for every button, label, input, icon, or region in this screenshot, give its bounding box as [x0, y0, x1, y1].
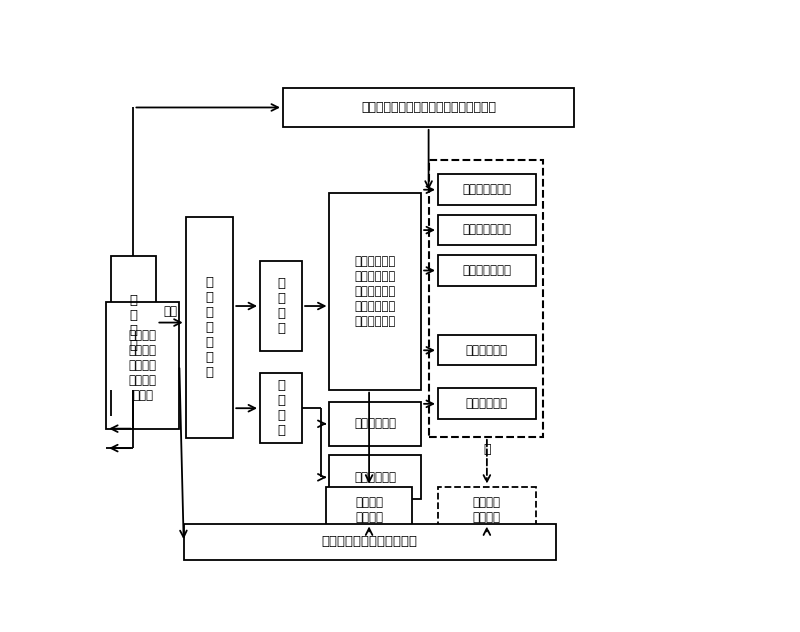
FancyBboxPatch shape: [260, 261, 302, 351]
Text: 纹理特征提取: 纹理特征提取: [354, 471, 396, 484]
Text: 特征层模
式分类器: 特征层模 式分类器: [355, 496, 383, 525]
FancyBboxPatch shape: [438, 255, 536, 286]
FancyBboxPatch shape: [186, 217, 234, 439]
Text: 用于预测茶叶
中茶多酚、咖
啡因和氨基酸
含量的光谱特
征信息的提取: 用于预测茶叶 中茶多酚、咖 啡因和氨基酸 含量的光谱特 征信息的提取: [354, 255, 396, 327]
FancyBboxPatch shape: [438, 335, 536, 365]
Text: 氨基酸含量描述: 氨基酸含量描述: [462, 264, 511, 277]
FancyBboxPatch shape: [438, 174, 536, 205]
FancyBboxPatch shape: [330, 193, 421, 390]
Text: 利用常规
的感官评
判及理化
分析鉴别
的结果: 利用常规 的感官评 判及理化 分析鉴别 的结果: [129, 329, 157, 402]
Text: 或: 或: [483, 444, 490, 456]
Text: 光
谱
信
息: 光 谱 信 息: [277, 277, 285, 335]
Text: 咖啡因含量描述: 咖啡因含量描述: [462, 223, 511, 236]
FancyBboxPatch shape: [330, 402, 421, 446]
Text: 超
光
谱
图
像
采
集: 超 光 谱 图 像 采 集: [206, 276, 214, 379]
Text: 特征层模
式分类器: 特征层模 式分类器: [473, 496, 501, 525]
FancyBboxPatch shape: [438, 214, 536, 245]
Text: 茶多酚含量描述: 茶多酚含量描述: [462, 183, 511, 196]
Text: 茶
叶
样
本: 茶 叶 样 本: [130, 294, 138, 352]
Text: 平铺: 平铺: [164, 305, 178, 318]
FancyBboxPatch shape: [283, 88, 574, 127]
Text: 色泽特征描述: 色泽特征描述: [466, 344, 508, 356]
Text: 颜色特征提取: 颜色特征提取: [354, 417, 396, 430]
Text: 名优茶真伪鉴别模型的建立: 名优茶真伪鉴别模型的建立: [322, 535, 418, 549]
Text: 图
像
信
息: 图 像 信 息: [277, 379, 285, 437]
FancyBboxPatch shape: [260, 373, 302, 443]
Text: 外形特征描述: 外形特征描述: [466, 397, 508, 410]
FancyBboxPatch shape: [330, 456, 421, 499]
FancyBboxPatch shape: [326, 487, 412, 534]
FancyBboxPatch shape: [111, 256, 157, 390]
Text: 由常规检测得到的各茶叶品质指标数据库: 由常规检测得到的各茶叶品质指标数据库: [361, 101, 496, 114]
FancyBboxPatch shape: [438, 388, 536, 419]
FancyBboxPatch shape: [106, 302, 179, 428]
FancyBboxPatch shape: [438, 487, 536, 534]
FancyBboxPatch shape: [184, 523, 556, 560]
